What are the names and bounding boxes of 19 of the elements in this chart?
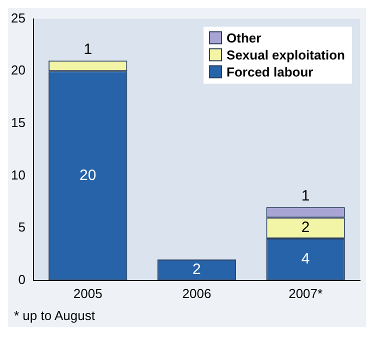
data-label: 2 <box>301 219 310 236</box>
legend-label: Other <box>226 30 262 46</box>
y-tick-label: 10 <box>10 167 26 182</box>
legend-label: Sexual exploitation <box>226 47 346 62</box>
text: * up to August <box>13 308 96 325</box>
y-tick-label: 0 <box>18 272 26 287</box>
legend-label: Forced labour <box>226 64 314 80</box>
data-label: 2 <box>192 261 201 278</box>
data-label: 20 <box>80 166 96 184</box>
y-tick-label: 5 <box>18 220 26 235</box>
data-label: 1 <box>301 187 310 204</box>
y-tick-label: 15 <box>10 115 26 130</box>
y-tick-label: 25 <box>10 10 26 26</box>
x-tick-label: 2007* <box>288 286 323 301</box>
x-tick-label: 2006 <box>182 286 212 301</box>
data-label: 4 <box>301 250 310 268</box>
data-label: 1 <box>84 40 92 58</box>
y-tick-label: 20 <box>10 62 26 78</box>
x-tick-label: 2005 <box>73 286 102 301</box>
